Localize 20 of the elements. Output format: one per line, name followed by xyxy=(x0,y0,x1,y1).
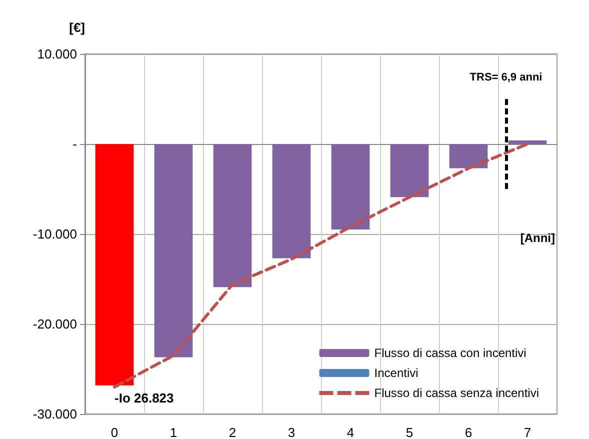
legend-label: Flusso di cassa con incentivi xyxy=(374,346,526,360)
x-tick-label: 0 xyxy=(110,425,118,439)
y-tick-label: -20.000 xyxy=(32,316,77,332)
legend-label: Flusso di cassa senza incentivi xyxy=(374,386,540,400)
x-tick-label: 6 xyxy=(464,425,472,439)
x-tick-label: 7 xyxy=(524,425,532,439)
x-tick-label: 1 xyxy=(170,425,178,439)
annotation: TRS= 6,9 anni xyxy=(470,72,542,84)
x-axis-title: [Anni] xyxy=(520,231,555,245)
y-tick-label: -30.000 xyxy=(32,406,77,422)
annotation: -Io 26.823 xyxy=(114,390,174,406)
x-tick-label: 5 xyxy=(406,425,414,439)
y-tick-label: -10.000 xyxy=(32,226,77,242)
x-tick-label: 2 xyxy=(228,425,236,439)
y-axis-title: [€] xyxy=(69,20,85,35)
y-tick-label: 10.000 xyxy=(37,46,77,62)
x-tick-label: 3 xyxy=(288,425,296,439)
x-tick-label: 4 xyxy=(346,425,354,439)
legend-label: Incentivi xyxy=(374,366,418,380)
y-tick-label: - xyxy=(72,136,77,152)
